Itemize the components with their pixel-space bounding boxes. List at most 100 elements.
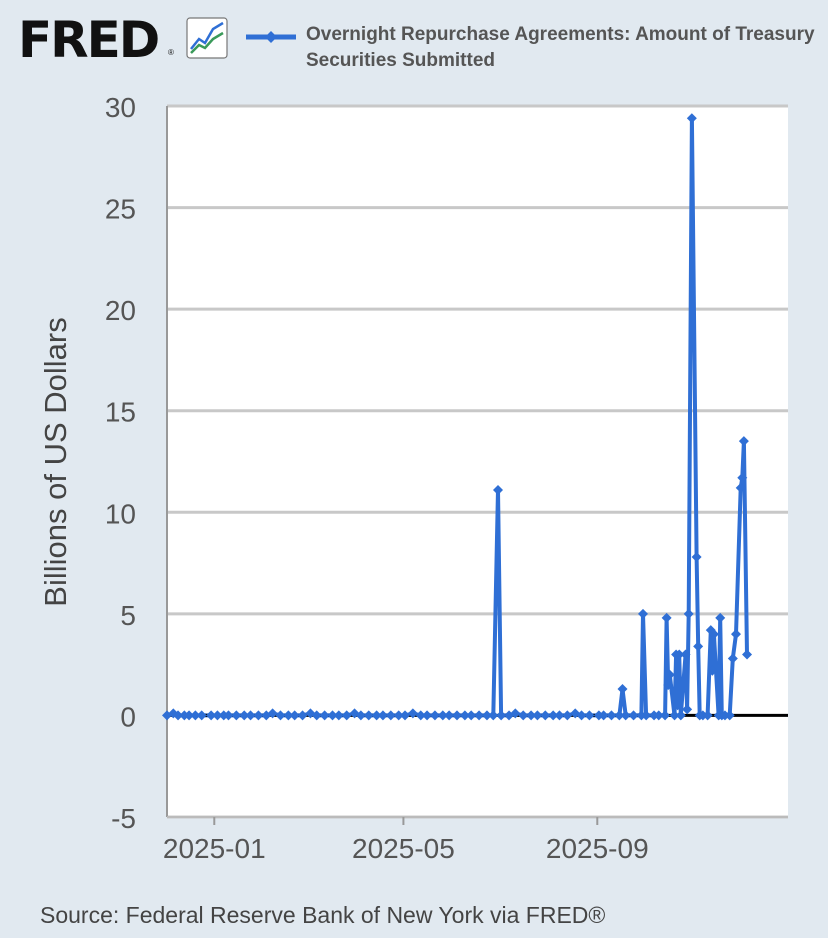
- legend-series-label: Overnight Repurchase Agreements: Amount …: [306, 24, 815, 71]
- data-point: [672, 700, 683, 711]
- data-point: [724, 710, 735, 721]
- data-point: [393, 710, 404, 721]
- data-point: [196, 710, 207, 721]
- data-point: [682, 704, 693, 715]
- data-point: [510, 708, 521, 719]
- data-point: [693, 641, 704, 652]
- source-note: Source: Federal Reserve Bank of New York…: [40, 902, 606, 928]
- data-point: [620, 710, 631, 721]
- data-point: [267, 708, 278, 719]
- data-point: [532, 710, 543, 721]
- data-point: [231, 710, 242, 721]
- data-point: [184, 710, 195, 721]
- data-point: [664, 669, 675, 680]
- data-point: [311, 710, 322, 721]
- data-point: [653, 710, 664, 721]
- data-point: [173, 710, 184, 721]
- data-point: [691, 551, 702, 562]
- data-point: [355, 710, 366, 721]
- data-point: [548, 710, 559, 721]
- data-point: [562, 710, 573, 721]
- x-tick-label: 2025-05: [352, 833, 455, 864]
- data-point: [452, 710, 463, 721]
- data-point: [245, 710, 256, 721]
- data-point: [363, 710, 374, 721]
- data-point: [319, 710, 330, 721]
- data-point: [715, 612, 726, 623]
- data-point: [738, 436, 749, 447]
- data-point: [663, 679, 674, 690]
- data-point: [735, 482, 746, 493]
- data-point: [526, 710, 537, 721]
- data-point: [429, 710, 440, 721]
- data-point: [297, 710, 308, 721]
- data-point: [437, 710, 448, 721]
- data-point: [707, 665, 718, 676]
- data-point: [708, 629, 719, 640]
- data-point: [239, 710, 250, 721]
- data-point: [686, 113, 697, 124]
- y-tick-label: 0: [120, 701, 136, 732]
- data-point: [584, 710, 595, 721]
- data-point: [641, 710, 652, 721]
- y-tick-label: 15: [105, 397, 136, 428]
- data-point: [702, 710, 713, 721]
- data-point: [444, 710, 455, 721]
- data-point: [474, 710, 485, 721]
- data-point: [576, 710, 587, 721]
- data-point: [407, 708, 418, 719]
- data-point: [289, 710, 300, 721]
- data-point: [606, 710, 617, 721]
- y-tick-label: 20: [105, 295, 136, 326]
- data-point: [683, 608, 694, 619]
- y-tick-label: 10: [105, 498, 136, 529]
- data-point: [327, 710, 338, 721]
- y-tick-label: -5: [111, 803, 136, 834]
- data-point: [190, 710, 201, 721]
- data-point: [415, 710, 426, 721]
- data-point: [680, 649, 691, 660]
- data-point: [540, 710, 551, 721]
- y-tick-label: 25: [105, 194, 136, 225]
- data-point: [496, 710, 507, 721]
- data-point: [253, 710, 264, 721]
- y-tick-label: 30: [105, 92, 136, 123]
- data-point: [466, 710, 477, 721]
- data-point: [212, 710, 223, 721]
- data-point: [422, 710, 433, 721]
- data-point: [459, 710, 470, 721]
- data-point: [554, 710, 565, 721]
- x-tick-label: 2025-01: [163, 833, 266, 864]
- data-point: [399, 710, 410, 721]
- data-point: [637, 608, 648, 619]
- data-point: [727, 653, 738, 664]
- y-axis-title: Billions of US Dollars: [38, 317, 73, 606]
- data-point: [333, 710, 344, 721]
- data-point: [275, 710, 286, 721]
- legend-series-swatch: [246, 31, 296, 43]
- data-point: [385, 710, 396, 721]
- data-point: [661, 612, 672, 623]
- data-point: [223, 710, 234, 721]
- data-point: [283, 710, 294, 721]
- y-tick-label: 5: [120, 600, 136, 631]
- plot-area: [167, 106, 788, 817]
- data-point: [614, 710, 625, 721]
- registered-mark: ®: [168, 48, 174, 57]
- data-point: [660, 710, 671, 721]
- data-point: [742, 649, 753, 660]
- data-point: [481, 710, 492, 721]
- fred-logo[interactable]: FRED: [18, 11, 160, 69]
- data-point: [675, 710, 686, 721]
- data-point: [492, 484, 503, 495]
- data-point: [737, 472, 748, 483]
- line-chart-icon[interactable]: [186, 17, 228, 59]
- data-point: [371, 710, 382, 721]
- data-point: [377, 710, 388, 721]
- data-point: [730, 629, 741, 640]
- data-point: [598, 710, 609, 721]
- data-point: [206, 710, 217, 721]
- data-point: [674, 649, 685, 660]
- data-point: [518, 710, 529, 721]
